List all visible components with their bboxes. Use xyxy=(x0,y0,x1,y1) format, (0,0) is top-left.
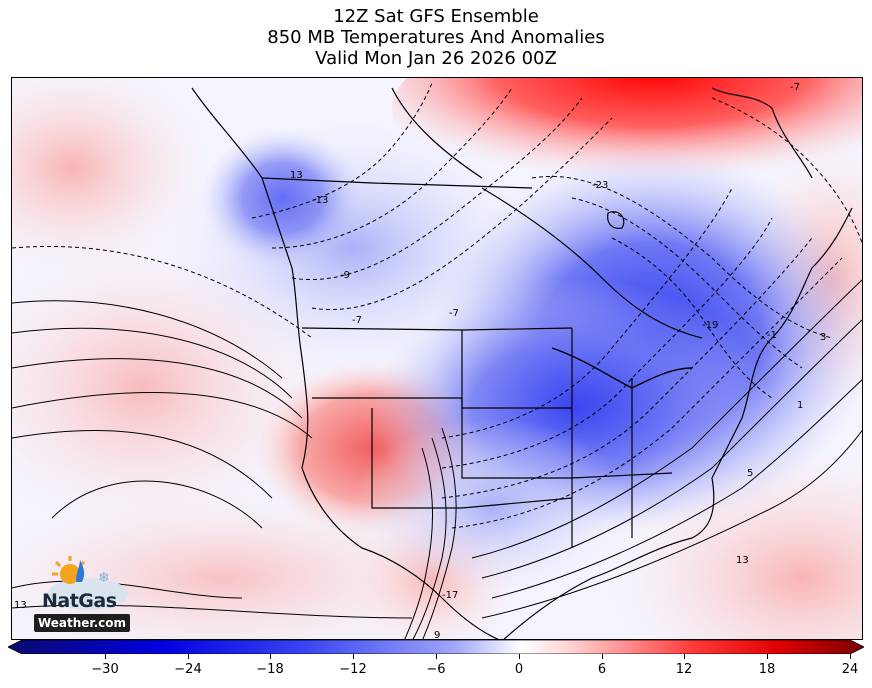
colorbar-tick-mark xyxy=(767,654,768,659)
colorbar-tick-mark xyxy=(105,654,106,659)
contour-label: -1 xyxy=(767,330,777,341)
colorbar-tick-label: −6 xyxy=(426,662,446,677)
natgasweather-logo: ❄ NatGas Weather.com xyxy=(30,552,134,636)
logo-name: NatGas xyxy=(42,590,117,612)
contour-label: 13 xyxy=(14,600,27,611)
contour-label: -7 xyxy=(790,82,800,93)
logo-domain: Weather.com xyxy=(34,614,130,632)
colorbar-tick-label: −24 xyxy=(174,662,202,677)
colorbar-tick-mark xyxy=(436,654,437,659)
colorbar-tick-mark xyxy=(188,654,189,659)
contour-label: 5 xyxy=(747,468,753,479)
contour-label: 3 xyxy=(820,332,826,343)
weather-map: -7 -23 13 -9 -7 -13 1 3 5 -1 -17 9 13 -7… xyxy=(11,77,863,640)
contour-label: -19 xyxy=(702,320,718,331)
colorbar-tick-label: 12 xyxy=(675,662,693,677)
svg-text:❄: ❄ xyxy=(98,570,110,586)
contour-label: 13 xyxy=(736,555,749,566)
contour-label: -7 xyxy=(352,315,362,326)
contour-label: 1 xyxy=(797,400,803,411)
colorbar-tick-label: 6 xyxy=(597,662,607,677)
colorbar-gradient xyxy=(8,640,864,654)
colorbar-tick-mark xyxy=(602,654,603,659)
map-canvas: -7 -23 13 -9 -7 -13 1 3 5 -1 -17 9 13 -7… xyxy=(12,78,862,640)
colorbar-tick-mark xyxy=(353,654,354,659)
coastlines-borders xyxy=(191,87,853,639)
title-line-field: 850 MB Temperatures And Anomalies xyxy=(267,27,605,48)
colorbar xyxy=(8,640,864,654)
contour-label: -13 xyxy=(312,195,328,206)
contour-labels: -7 -23 13 -9 -7 -13 1 3 5 -1 -17 9 13 -7… xyxy=(14,82,826,640)
warm-anomaly-pacific-nw xyxy=(12,78,212,278)
colorbar-tick-label: 18 xyxy=(758,662,776,677)
colorbar-tick-mark xyxy=(850,654,851,659)
contour-label: -17 xyxy=(442,590,458,601)
colorbar-tick-mark xyxy=(270,654,271,659)
colorbar-tick-label: 24 xyxy=(841,662,859,677)
contour-label: 9 xyxy=(434,630,440,640)
logo-graphic: ❄ xyxy=(48,556,128,610)
contour-label: -7 xyxy=(449,308,459,319)
colorbar-tick-mark xyxy=(519,654,520,659)
colorbar-tick-mark xyxy=(684,654,685,659)
chart-title: 12Z Sat GFS Ensemble 850 MB Temperatures… xyxy=(0,6,872,69)
contour-label: -9 xyxy=(340,270,350,281)
contour-label: 13 xyxy=(290,170,303,181)
title-line-model: 12Z Sat GFS Ensemble xyxy=(333,6,539,27)
cold-anomaly-yukon xyxy=(202,128,362,268)
colorbar-tick-label: −18 xyxy=(256,662,284,677)
contour-label: -23 xyxy=(592,180,608,191)
colorbar-tick-label: −12 xyxy=(339,662,367,677)
cold-anomaly-south-central xyxy=(352,418,632,598)
colorbar-tick-label: −30 xyxy=(91,662,119,677)
title-line-valid-time: Valid Mon Jan 26 2026 00Z xyxy=(315,48,557,69)
colorbar-tick-label: 0 xyxy=(514,662,524,677)
